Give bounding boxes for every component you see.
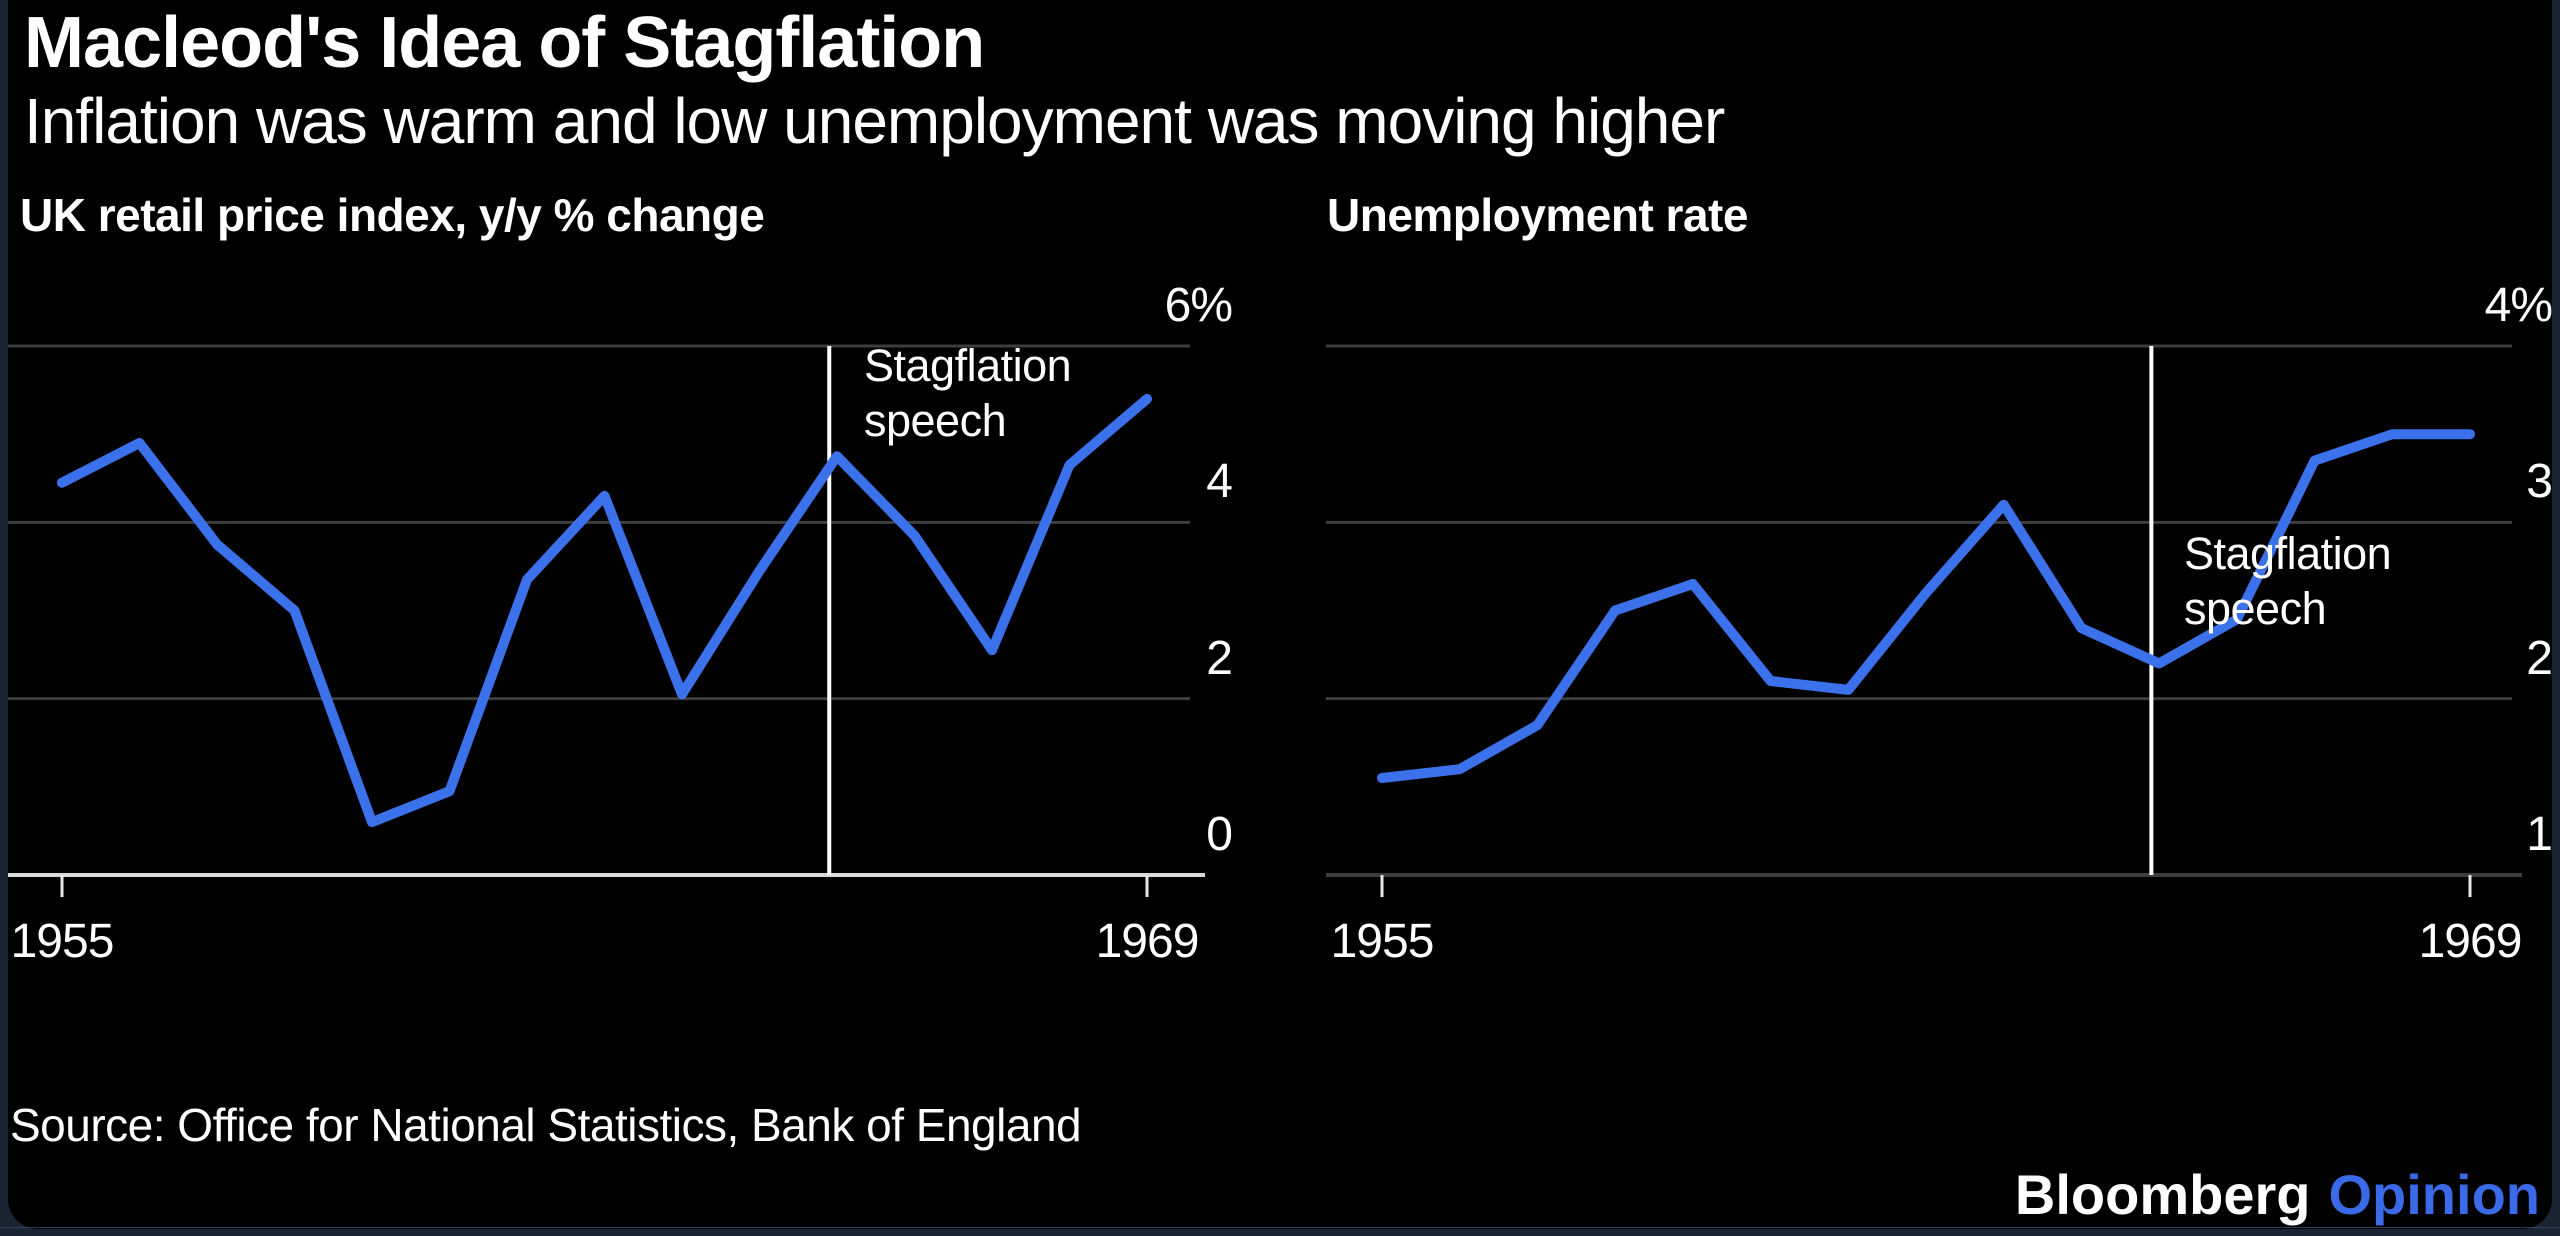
brand-bloomberg: Bloomberg: [2014, 1163, 2311, 1226]
bloomberg-opinion-logo: Bloomberg Opinion: [2015, 1162, 2540, 1227]
left-chart-title: UK retail price index, y/y % change: [20, 189, 765, 241]
data-series-line: [1377, 429, 2475, 783]
data-series-line: [57, 393, 1152, 828]
page-bottom-strip: [0, 1227, 2560, 1236]
right-chart-title: Unemployment rate: [1327, 189, 1748, 241]
page-title: Macleod's Idea of Stagflation: [24, 3, 985, 83]
chart-card: Macleod's Idea of Stagflation Inflation …: [8, 0, 2553, 1229]
page-subtitle: Inflation was warm and low unemployment …: [24, 85, 1725, 157]
brand-opinion: Opinion: [2328, 1163, 2540, 1226]
source-note: Source: Office for National Statistics, …: [10, 1099, 1082, 1151]
